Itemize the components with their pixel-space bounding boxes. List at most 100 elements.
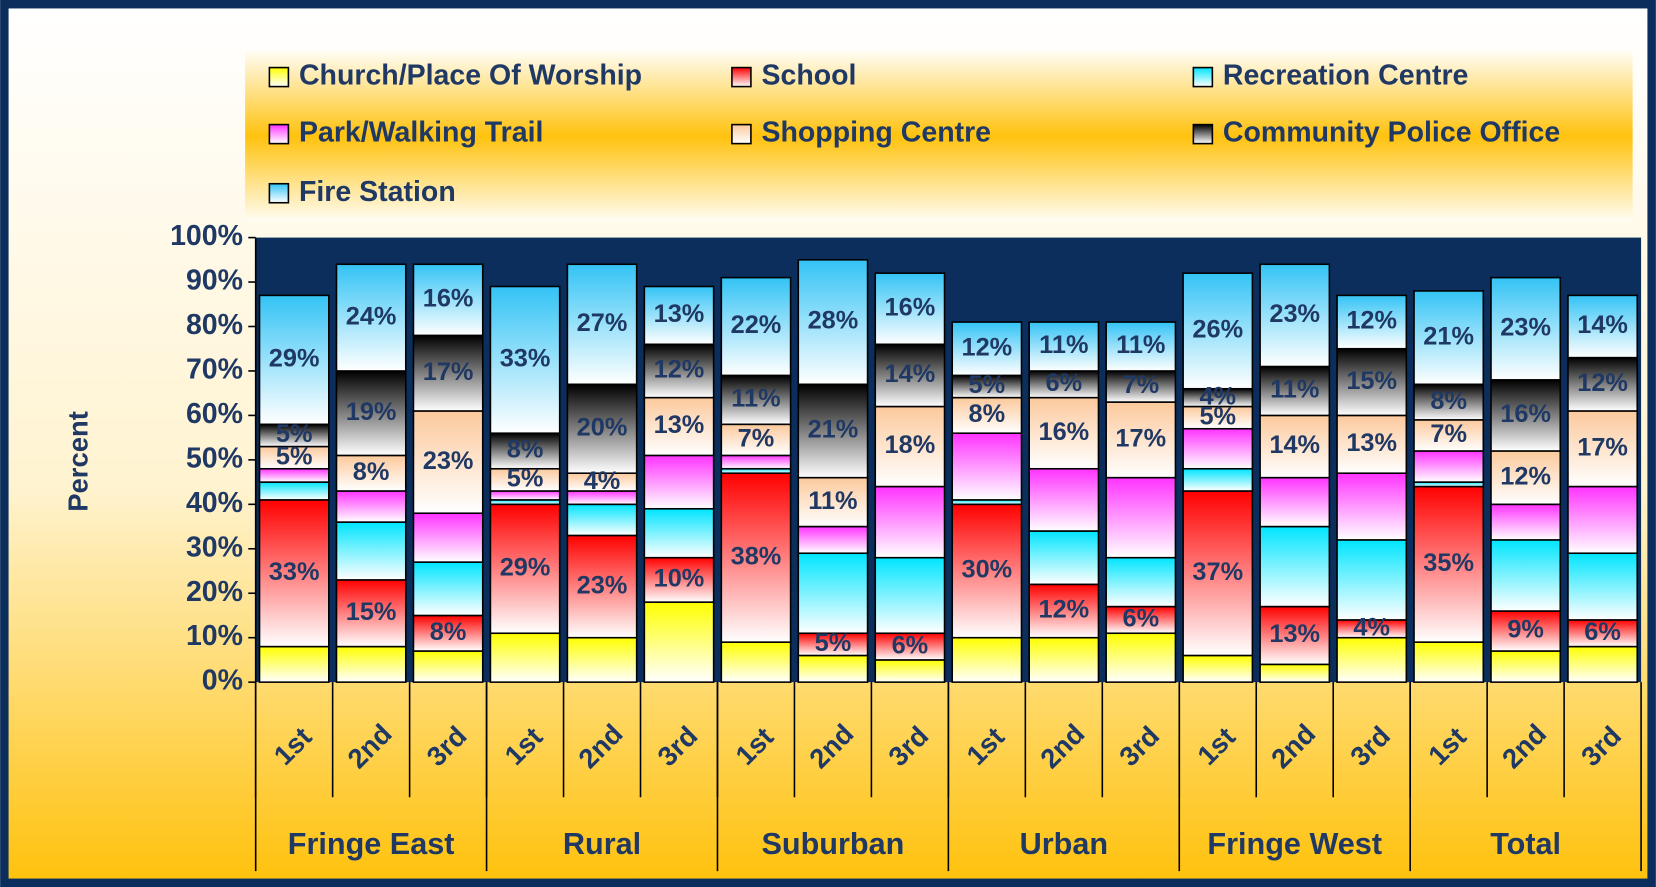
- bar-segment: [874, 485, 946, 559]
- data-label: 11%: [1116, 331, 1165, 359]
- y-tick-label: 100%: [170, 220, 243, 252]
- data-label: 17%: [1115, 425, 1166, 453]
- data-label: 30%: [962, 556, 1013, 584]
- bar-segment: [1336, 294, 1408, 350]
- bar-segment: [1105, 556, 1177, 608]
- data-label: 7%: [1430, 420, 1467, 448]
- bar-segment: [1105, 401, 1177, 479]
- legend-swatch: [1192, 123, 1214, 145]
- data-label: 21%: [808, 416, 859, 444]
- bar-segment: [643, 507, 715, 559]
- data-label: 21%: [1423, 322, 1474, 350]
- bar-segment: [1259, 525, 1331, 608]
- bar-segment: [1567, 485, 1639, 555]
- bar-segment: [1259, 476, 1331, 528]
- bar-segment: [951, 636, 1023, 683]
- bar-segment: [1567, 294, 1639, 359]
- bar-segment: [951, 396, 1023, 434]
- data-label: 9%: [1507, 616, 1544, 644]
- data-label: 5%: [1199, 402, 1236, 430]
- data-label: 12%: [962, 333, 1013, 361]
- legend-label: Fire Station: [299, 176, 456, 208]
- bar-segment: [1105, 632, 1177, 683]
- data-label: 26%: [1192, 316, 1243, 344]
- bar-segment: [874, 659, 946, 683]
- bar-segment: [258, 481, 330, 501]
- bar-segment: [1259, 663, 1331, 683]
- bar-segment: [1182, 654, 1254, 683]
- data-label: 29%: [269, 345, 320, 373]
- data-label: 11%: [1270, 376, 1319, 404]
- data-label: 20%: [577, 413, 628, 441]
- bar-segment: [1336, 636, 1408, 683]
- legend-swatch: [731, 123, 752, 145]
- bar-segment: [258, 467, 330, 483]
- bar-segment: [335, 645, 407, 683]
- data-label: 4%: [1199, 382, 1236, 410]
- data-label: 23%: [423, 447, 474, 475]
- bar-segment: [1105, 370, 1177, 403]
- data-label: 4%: [584, 467, 621, 495]
- legend-label: Shopping Centre: [761, 117, 991, 149]
- data-label: 8%: [430, 618, 467, 646]
- bar-segment: [1413, 641, 1485, 683]
- data-label: 11%: [731, 385, 780, 413]
- data-label: 23%: [577, 571, 628, 599]
- data-label: 6%: [1046, 369, 1083, 397]
- data-label: 15%: [346, 598, 397, 626]
- bar-segment: [412, 410, 484, 515]
- group-label: Fringe West: [1207, 827, 1382, 861]
- bar-segment: [1259, 263, 1331, 368]
- group-label: Rural: [563, 827, 641, 861]
- data-label: 14%: [1577, 311, 1628, 339]
- group-label: Urban: [1020, 827, 1108, 861]
- group-label: Suburban: [762, 827, 905, 861]
- data-label: 13%: [1346, 429, 1397, 457]
- y-tick-label: 30%: [186, 531, 243, 563]
- y-tick-label: 20%: [186, 576, 243, 608]
- data-label: 12%: [654, 356, 705, 384]
- bar-segment: [1567, 552, 1639, 621]
- data-label: 13%: [654, 300, 705, 328]
- bar-segment: [797, 552, 869, 635]
- data-label: 37%: [1192, 558, 1243, 586]
- bar-segment: [335, 263, 407, 372]
- bar-segment: [874, 556, 946, 635]
- data-label: 24%: [346, 302, 397, 330]
- bar-segment: [1413, 290, 1485, 386]
- bar-segment: [720, 641, 792, 683]
- bar-segment: [643, 454, 715, 510]
- bar-segment: [412, 334, 484, 412]
- data-label: 6%: [892, 631, 929, 659]
- bar-segment: [1105, 476, 1177, 559]
- bar-segment: [1413, 450, 1485, 483]
- bar-segment: [874, 343, 946, 408]
- bar-segment: [412, 263, 484, 337]
- bar-segment: [1336, 414, 1408, 474]
- y-tick-label: 60%: [186, 398, 243, 430]
- data-label: 17%: [1577, 433, 1628, 461]
- legend-box: [245, 50, 1633, 222]
- bar-segment: [1182, 490, 1254, 657]
- data-label: 35%: [1423, 549, 1474, 577]
- bar-segment: [489, 503, 561, 635]
- bar-segment: [1490, 503, 1562, 541]
- data-label: 27%: [577, 309, 628, 337]
- bar-segment: [951, 321, 1023, 377]
- data-label: 28%: [808, 307, 859, 335]
- data-label: 11%: [1039, 331, 1088, 359]
- bar-segment: [412, 650, 484, 683]
- bar-segment: [566, 503, 638, 537]
- y-axis-label: Percent: [63, 411, 94, 512]
- data-label: 14%: [1269, 431, 1320, 459]
- bar-segment: [1413, 485, 1485, 643]
- bar-segment: [1105, 321, 1177, 372]
- data-label: 5%: [969, 371, 1006, 399]
- bar-segment: [874, 272, 946, 346]
- bar-segment: [874, 632, 946, 661]
- y-tick-label: 90%: [186, 265, 243, 297]
- bar-segment: [1490, 539, 1562, 612]
- data-label: 22%: [731, 311, 782, 339]
- bar-segment: [258, 294, 330, 426]
